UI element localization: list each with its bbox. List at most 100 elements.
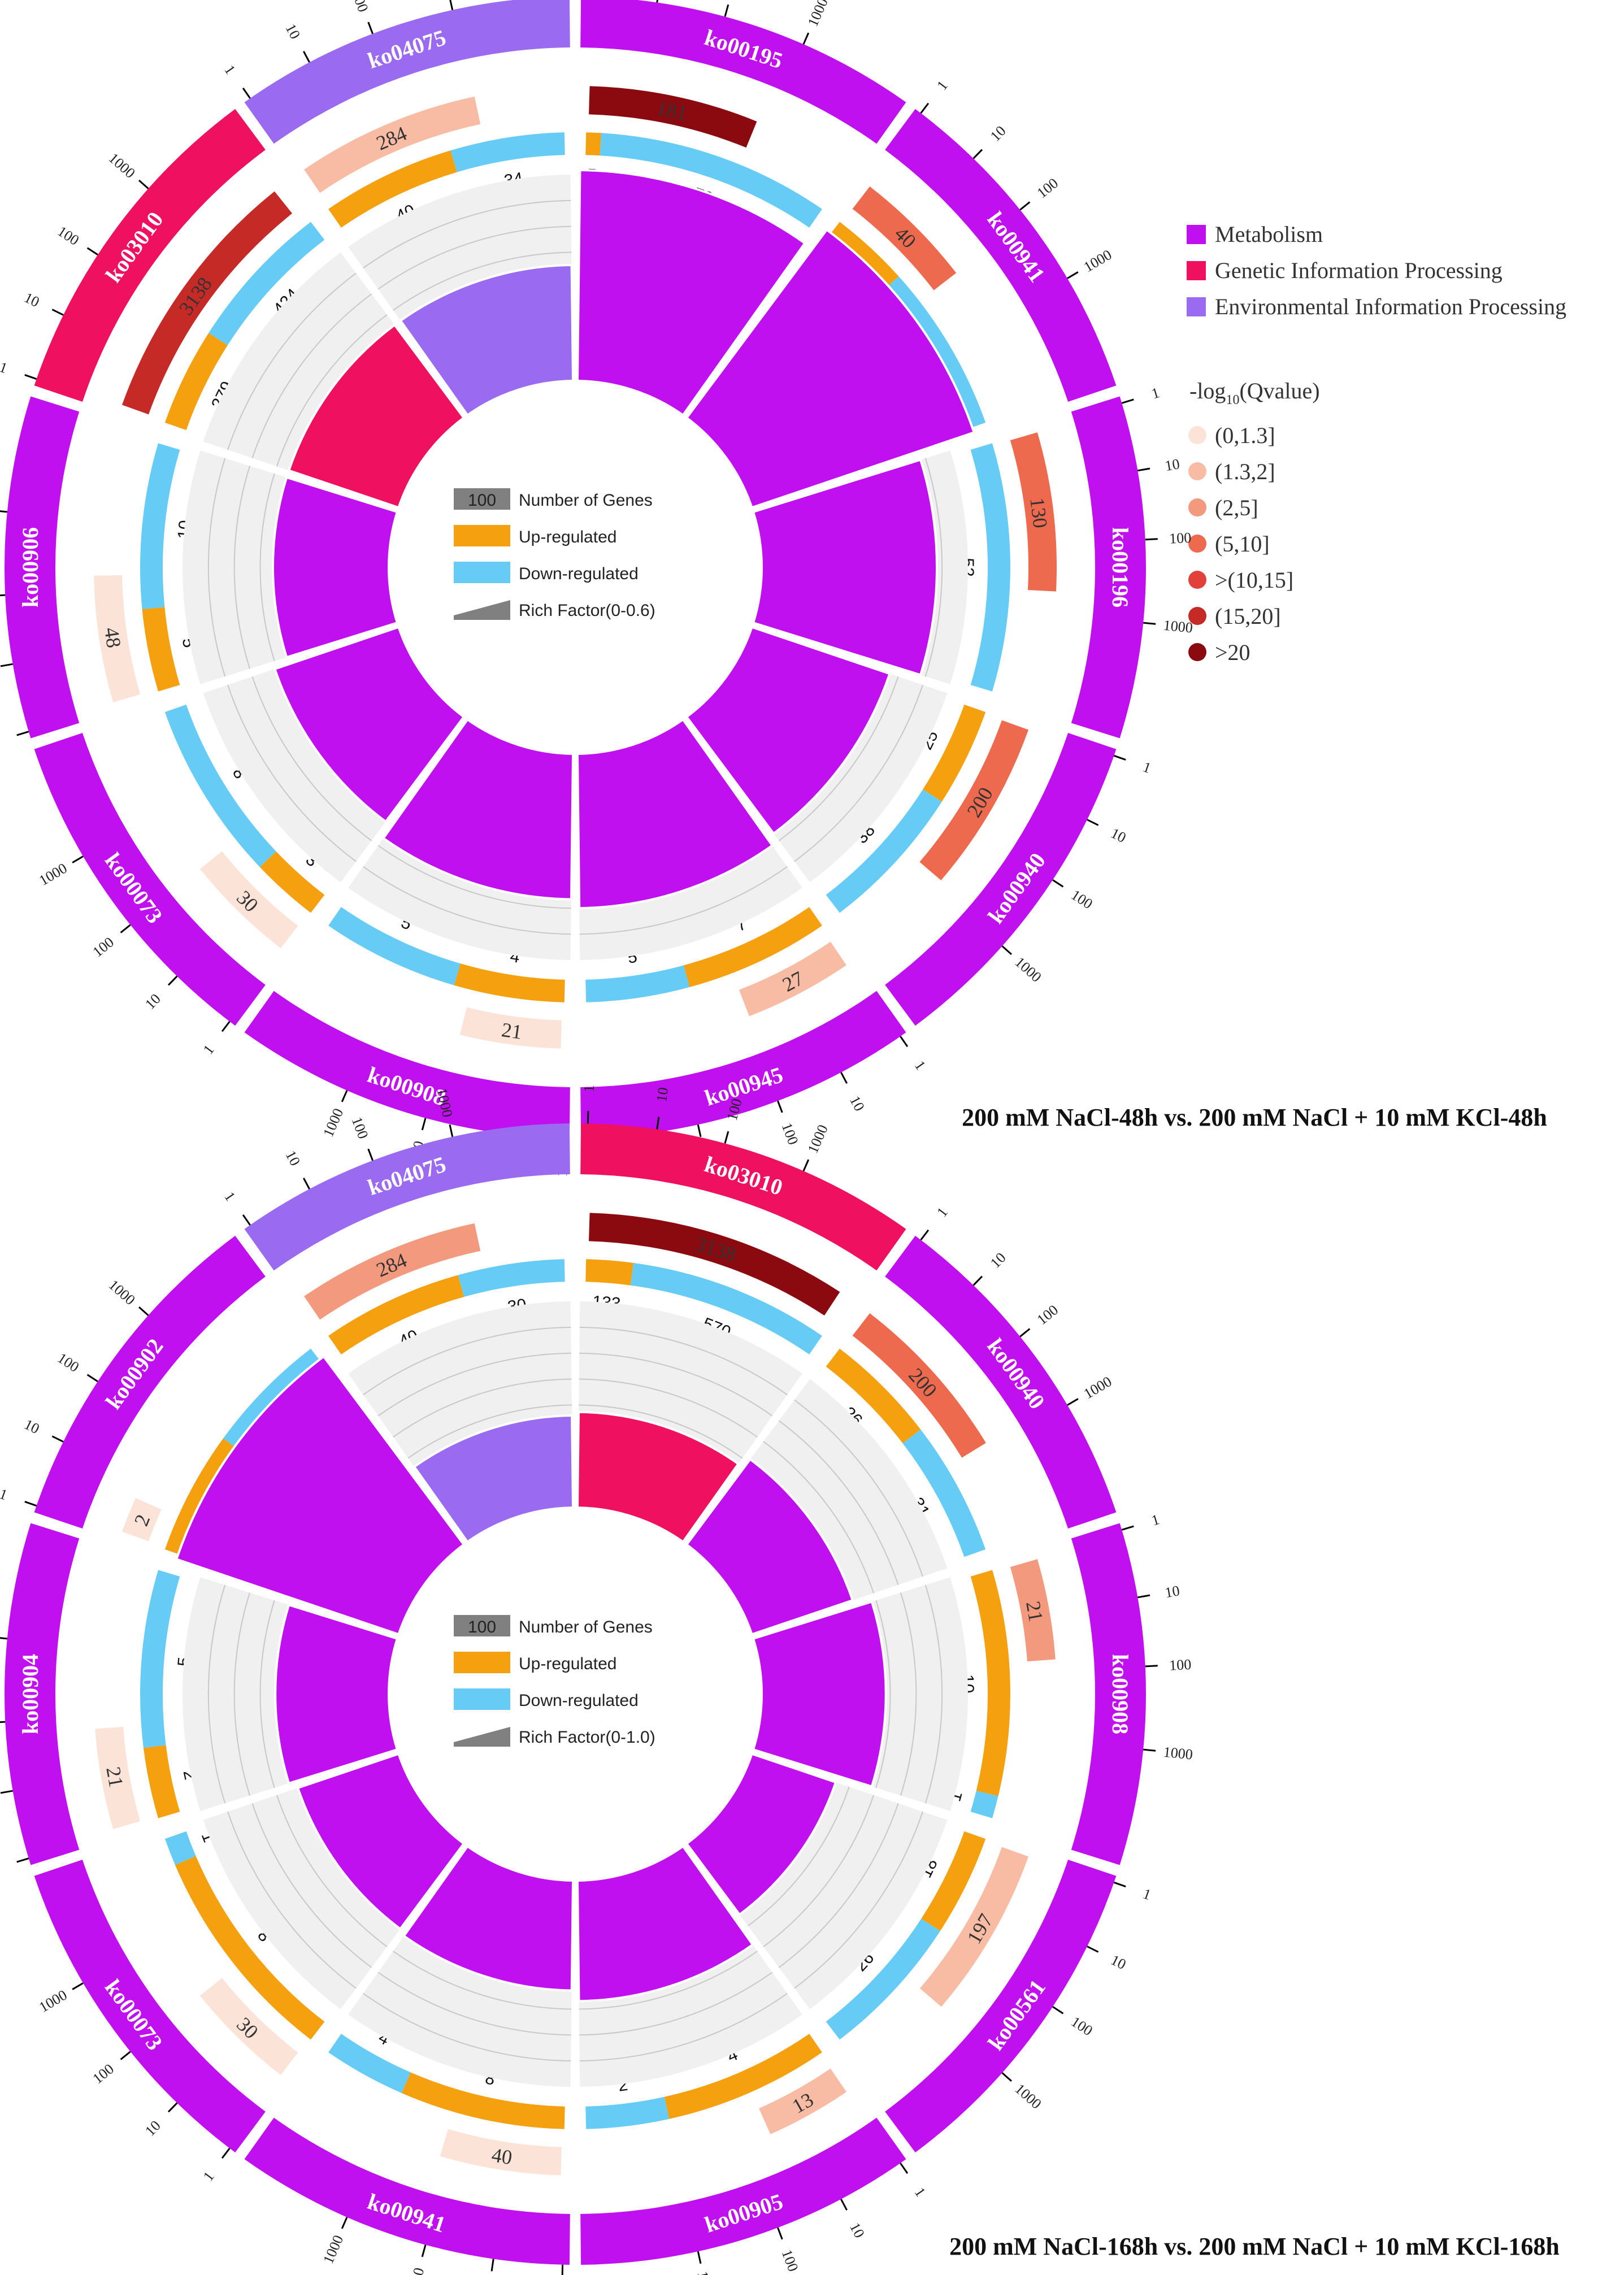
scale-tick <box>840 1072 848 1084</box>
rich-grid-ring <box>377 1972 571 2036</box>
sector-outer-ko00196 <box>1071 396 1146 739</box>
qvalue-bar-ko03010 <box>121 191 293 415</box>
category-legend: Metabolism Genetic Information Processin… <box>1187 222 1566 319</box>
scale-tick <box>1143 1748 1156 1752</box>
sector-outer-ko00906 <box>5 396 80 739</box>
center-legend-down-swatch <box>454 1688 510 1710</box>
sector-ko00905: ko0090511010010001342 <box>576 1844 929 2275</box>
qvalue-bin-dot-0 <box>1188 426 1206 444</box>
up-bar-ko00908 <box>454 963 565 1002</box>
qvalue-bar-ko04075 <box>304 1223 481 1320</box>
rich-grid-ring <box>393 251 572 311</box>
scale-tick <box>367 21 374 34</box>
sector-outer-ko00908 <box>244 991 570 1138</box>
sector-outer-ko00195 <box>580 0 906 144</box>
qvalue-bin-dot-5 <box>1188 607 1206 625</box>
qvalue-count-ko00904: 21 <box>102 1765 128 1790</box>
rich-grid-ring <box>377 225 571 290</box>
circos-chart-48h: ko001951101001000181578ko009411101001000… <box>0 0 1193 1177</box>
scale-tick <box>1113 1881 1126 1887</box>
qvalue-bin-label-0: (0,1.3] <box>1215 423 1275 448</box>
down-bar-ko00906 <box>140 443 180 610</box>
scale-tick <box>724 4 730 17</box>
scale-tick <box>840 2199 848 2211</box>
chart-title-48h: 200 mM NaCl-48h vs. 200 mM NaCl + 10 mM … <box>962 1104 1547 1131</box>
up-bar-ko00908 <box>970 1570 1010 1796</box>
scale-tick <box>138 180 149 189</box>
scale-label: 100 <box>1169 1656 1192 1674</box>
scale-tick <box>86 1374 98 1383</box>
sector-outer-ko00940 <box>885 733 1117 1026</box>
qvalue-count-ko00196: 130 <box>1026 496 1052 529</box>
sector-ko00904: ko0090411010010002125 <box>0 1523 399 1878</box>
scale-tick <box>303 51 310 63</box>
scale-tick <box>367 1148 374 1161</box>
rich-grid-ring <box>579 1404 743 1459</box>
qvalue-bin-dot-3 <box>1188 535 1206 553</box>
sector-ko04075: ko0407511010010002844034 <box>221 0 575 417</box>
scale-tick <box>72 1982 84 1990</box>
up-bar-ko00945 <box>683 907 822 987</box>
scale-tick <box>51 1435 64 1443</box>
scale-tick <box>0 594 6 597</box>
sector-outer-ko00941 <box>885 108 1117 402</box>
chart-title-168h: 200 mM NaCl-168h vs. 200 mM NaCl + 10 mM… <box>949 2233 1560 2260</box>
rich-grid-ring <box>377 845 571 909</box>
scale-label: 1000 <box>1163 1744 1194 1763</box>
scale-tick <box>0 663 13 667</box>
rich-grid-ring <box>363 1326 571 1396</box>
down-bar-ko00941 <box>328 2034 411 2094</box>
rich-grid-ring <box>393 1951 572 2010</box>
scale-tick <box>242 88 251 99</box>
center-legend-down-label: Down-regulated <box>519 1691 639 1710</box>
qvalue-title-tail: (Qvalue) <box>1239 378 1319 403</box>
qvalue-bin-label-1: (1.3,2] <box>1215 459 1275 484</box>
rich-grid-ring <box>233 466 250 669</box>
rich-grid-ring <box>579 1992 788 2062</box>
sector-outer-ko03010 <box>34 108 266 402</box>
scale-tick <box>242 1214 251 1226</box>
scale-tick <box>421 1118 427 1131</box>
rich-grid-ring <box>579 1972 773 2036</box>
sector-ko03010: ko0301011010010003138133570 <box>576 1084 906 1544</box>
rich-grid-ring <box>900 1592 917 1796</box>
scale-tick <box>777 2227 783 2240</box>
scale-label: 100 <box>1169 529 1192 547</box>
scale-tick <box>656 1117 660 1130</box>
scale-tick <box>972 1275 983 1286</box>
sector-outer-ko00908 <box>1071 1523 1147 1865</box>
qvalue-bin-label-3: (5,10] <box>1215 531 1270 557</box>
scale-tick <box>1121 398 1134 404</box>
up-bar-ko00195 <box>585 132 602 156</box>
scale-tick <box>341 2217 348 2229</box>
scale-tick <box>86 247 98 256</box>
scale-tick <box>777 1100 783 1113</box>
scale-tick <box>167 975 178 986</box>
center-legend-up-label: Up-regulated <box>519 1655 616 1673</box>
legend-label-environmental: Environmental Information Processing <box>1215 294 1566 319</box>
scale-tick <box>1143 622 1156 625</box>
rich-grid-ring <box>579 1352 773 1417</box>
scale-tick <box>167 2102 178 2113</box>
center-disc <box>389 381 762 754</box>
sector-label-ko00908: ko00908 <box>1108 1654 1133 1734</box>
scale-tick <box>24 374 37 380</box>
scale-tick <box>1113 754 1126 761</box>
legend-label-genetic: Genetic Information Processing <box>1215 258 1503 283</box>
center-legend-down-label: Down-regulated <box>519 565 639 583</box>
down-bar-ko03010 <box>209 222 325 345</box>
down-bar-ko00905 <box>585 2096 670 2129</box>
rich-grid-ring <box>207 458 226 677</box>
rich-grid-ring <box>233 1592 250 1796</box>
sector-outer-ko03010 <box>580 1123 906 1271</box>
rich-grid-ring <box>227 684 357 862</box>
scale-tick <box>421 2244 427 2257</box>
rich-grid-ring <box>778 1420 899 1586</box>
rich-grid-ring <box>276 314 388 467</box>
scale-tick <box>1001 2072 1013 2082</box>
legend-swatch-environmental <box>1187 297 1206 316</box>
circos-chart-168h: ko0301011010010003138133570ko00940110100… <box>0 1084 1193 2275</box>
scale-label: 1000 <box>1163 617 1194 636</box>
center-legend-down-swatch <box>454 562 510 583</box>
